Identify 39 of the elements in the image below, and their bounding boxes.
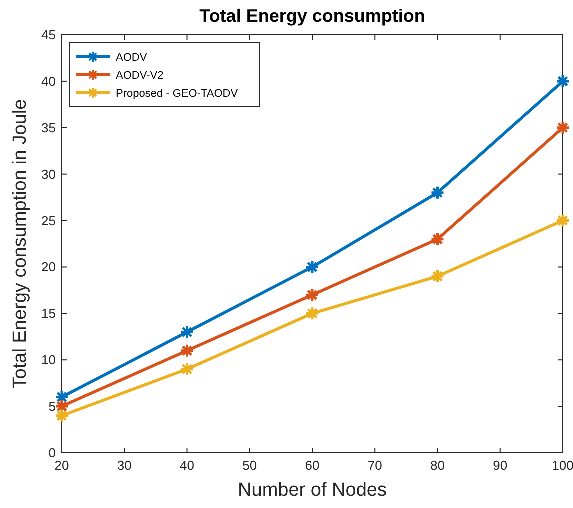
x-tick-label: 70 xyxy=(368,458,382,473)
point xyxy=(54,408,70,424)
y-tick-label: 0 xyxy=(48,446,56,460)
y-tick-label: 10 xyxy=(42,352,56,368)
y-tick-label: 40 xyxy=(42,74,56,89)
x-tick-label: 50 xyxy=(242,458,258,473)
y-tick-label: 15 xyxy=(42,306,56,322)
y-tick-label: 30 xyxy=(42,166,56,182)
point xyxy=(556,214,570,228)
point xyxy=(305,306,320,321)
point xyxy=(430,186,445,200)
x-tick-label: 80 xyxy=(430,458,445,473)
y-tick-label: 35 xyxy=(42,120,56,136)
point xyxy=(305,288,320,302)
point xyxy=(305,260,320,274)
y-axis-title: Total Energy consumption in Joule xyxy=(10,99,31,389)
y-tick-label: 5 xyxy=(48,399,56,414)
point xyxy=(180,324,194,340)
point xyxy=(430,269,445,284)
point xyxy=(556,74,570,89)
x-tick-label: 40 xyxy=(180,458,194,473)
y-tick-label: 20 xyxy=(42,260,56,275)
chart-title: Total Energy consumption xyxy=(200,6,426,26)
point xyxy=(430,232,445,247)
point xyxy=(54,390,70,405)
legend-label: AODV xyxy=(116,52,148,64)
y-tick-label: 25 xyxy=(42,213,56,228)
legend-label: Proposed - GEO-TAODV xyxy=(116,88,239,100)
legend-label: AODV-V2 xyxy=(116,70,164,82)
x-tick-label: 90 xyxy=(493,458,508,473)
x-tick-label: 100 xyxy=(552,458,573,473)
x-axis-title: Number of Nodes xyxy=(238,480,387,501)
x-tick-label: 60 xyxy=(305,458,320,473)
point xyxy=(54,399,70,414)
x-tick-label: 30 xyxy=(117,458,132,473)
y-tick-label: 45 xyxy=(42,28,56,42)
point xyxy=(556,120,570,136)
point xyxy=(180,362,194,377)
point xyxy=(180,344,194,358)
